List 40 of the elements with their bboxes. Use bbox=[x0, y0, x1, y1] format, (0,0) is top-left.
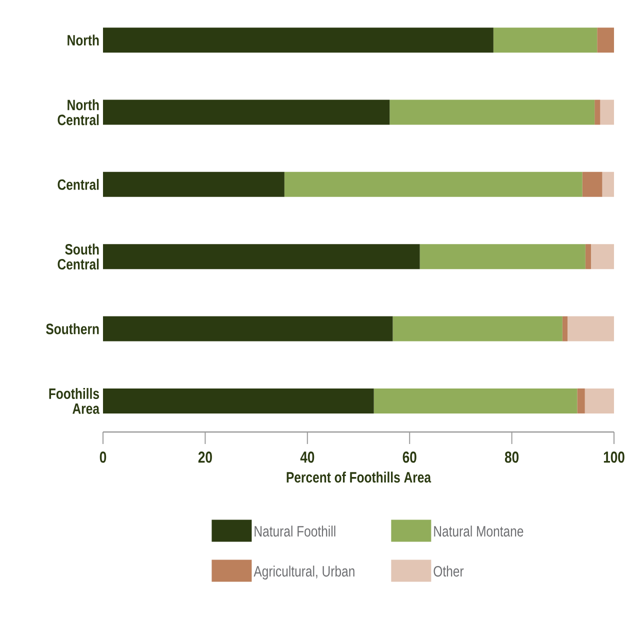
x-axis-title: Percent of Foothills Area bbox=[286, 472, 432, 483]
bar bbox=[597, 28, 614, 53]
y-tick-label: South Central bbox=[58, 244, 99, 270]
x-tick-label: 60 bbox=[402, 452, 416, 463]
x-tick-label: 80 bbox=[504, 452, 519, 463]
bar bbox=[600, 100, 614, 125]
bar bbox=[103, 244, 420, 270]
bar bbox=[103, 316, 393, 342]
bar bbox=[568, 316, 614, 342]
legend-label: Other bbox=[434, 566, 464, 577]
bar bbox=[591, 244, 614, 270]
bar bbox=[103, 28, 494, 53]
bar bbox=[585, 244, 592, 270]
bar bbox=[582, 172, 602, 197]
x-tick-label: 40 bbox=[300, 452, 314, 463]
y-tick-label: North Central bbox=[58, 99, 99, 126]
x-tick-label: 100 bbox=[604, 452, 624, 463]
bar bbox=[374, 388, 578, 414]
legend-label: Agricultural, Urban bbox=[254, 566, 354, 580]
bar bbox=[584, 388, 614, 414]
legend-label: Natural Montane bbox=[434, 526, 524, 537]
bar bbox=[284, 172, 582, 197]
bar bbox=[392, 316, 562, 342]
bar bbox=[420, 244, 586, 270]
bar bbox=[103, 388, 374, 414]
x-tick-label: 20 bbox=[198, 452, 212, 463]
bar bbox=[602, 172, 614, 197]
bar bbox=[562, 316, 568, 342]
bar bbox=[493, 28, 598, 53]
y-tick-label: Central bbox=[58, 178, 99, 190]
bar bbox=[103, 172, 284, 197]
bar bbox=[103, 100, 390, 125]
x-tick-label: 0 bbox=[100, 452, 106, 463]
y-tick-label: Foothills Area bbox=[49, 388, 100, 414]
y-tick-label: North bbox=[68, 34, 99, 46]
bar bbox=[577, 388, 585, 414]
bar bbox=[390, 100, 595, 125]
legend-label: Natural Foothill bbox=[254, 526, 336, 537]
y-tick-label: Southern bbox=[46, 323, 99, 334]
bar bbox=[594, 100, 600, 125]
